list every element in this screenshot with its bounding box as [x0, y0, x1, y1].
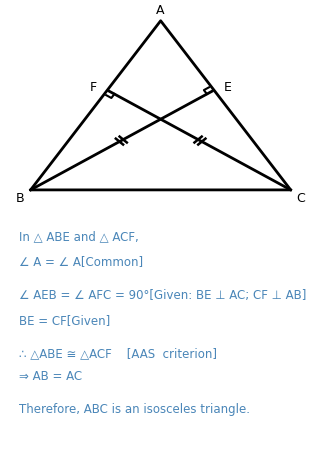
Text: ∴ △ABE ≅ △ACF    [AAS  criterion]: ∴ △ABE ≅ △ACF [AAS criterion] [19, 347, 216, 360]
Text: A: A [157, 4, 165, 17]
Text: ⇒ AB = AC: ⇒ AB = AC [19, 370, 82, 383]
Text: Therefore, ABC is an isosceles triangle.: Therefore, ABC is an isosceles triangle. [19, 403, 249, 416]
Text: F: F [90, 81, 97, 94]
Text: BE = CF[Given]: BE = CF[Given] [19, 314, 110, 327]
Text: E: E [224, 81, 232, 94]
Text: B: B [16, 192, 25, 205]
Text: ∠ A = ∠ A[Common]: ∠ A = ∠ A[Common] [19, 255, 143, 268]
Text: ∠ AEB = ∠ AFC = 90°[Given: BE ⊥ AC; CF ⊥ AB]: ∠ AEB = ∠ AFC = 90°[Given: BE ⊥ AC; CF ⊥… [19, 288, 306, 301]
Text: C: C [297, 192, 306, 205]
Text: In △ ABE and △ ACF,: In △ ABE and △ ACF, [19, 230, 138, 243]
